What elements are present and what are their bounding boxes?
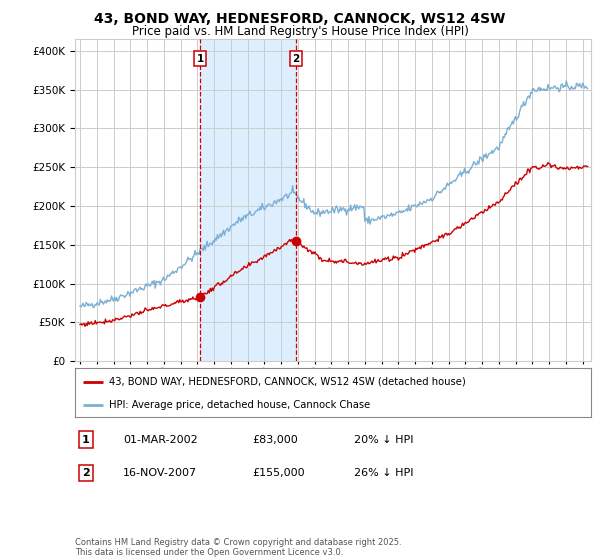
Text: 26% ↓ HPI: 26% ↓ HPI [354,468,413,478]
Text: 20% ↓ HPI: 20% ↓ HPI [354,435,413,445]
Text: 2: 2 [292,54,299,64]
Text: HPI: Average price, detached house, Cannock Chase: HPI: Average price, detached house, Cann… [109,400,370,410]
Text: 43, BOND WAY, HEDNESFORD, CANNOCK, WS12 4SW: 43, BOND WAY, HEDNESFORD, CANNOCK, WS12 … [94,12,506,26]
Text: Price paid vs. HM Land Registry's House Price Index (HPI): Price paid vs. HM Land Registry's House … [131,25,469,38]
Text: 2: 2 [82,468,89,478]
Text: 1: 1 [82,435,89,445]
Text: Contains HM Land Registry data © Crown copyright and database right 2025.
This d: Contains HM Land Registry data © Crown c… [75,538,401,557]
Text: 01-MAR-2002: 01-MAR-2002 [123,435,198,445]
Text: 16-NOV-2007: 16-NOV-2007 [123,468,197,478]
Text: 43, BOND WAY, HEDNESFORD, CANNOCK, WS12 4SW (detached house): 43, BOND WAY, HEDNESFORD, CANNOCK, WS12 … [109,377,465,387]
Text: £155,000: £155,000 [252,468,305,478]
Bar [200,39,296,361]
Text: £83,000: £83,000 [252,435,298,445]
Text: 1: 1 [196,54,203,64]
